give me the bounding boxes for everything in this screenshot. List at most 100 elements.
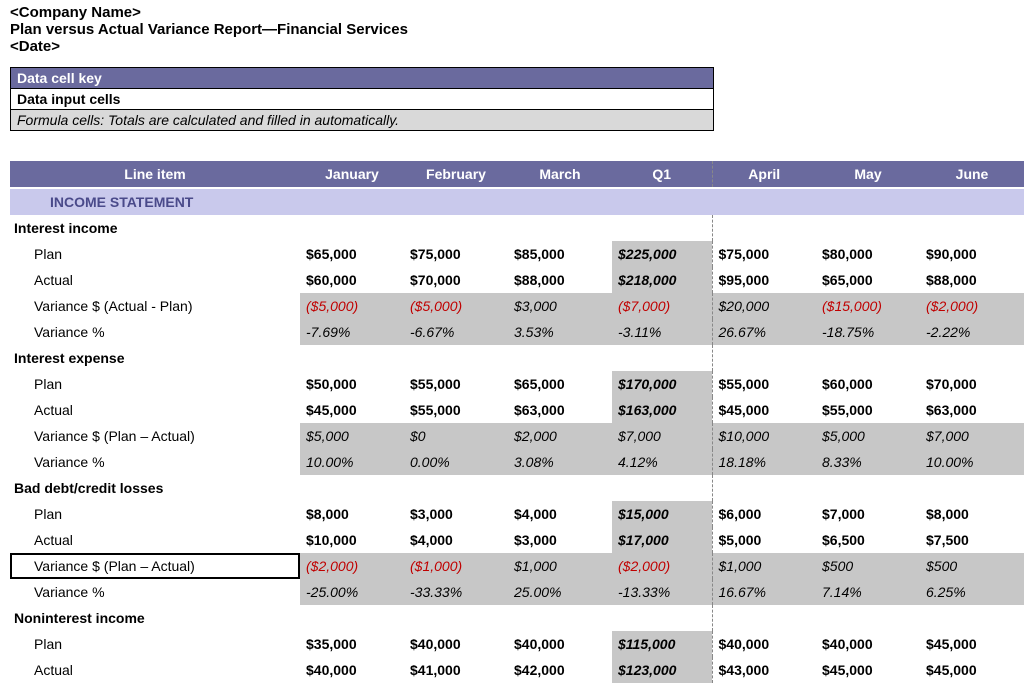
col-may[interactable]: May <box>816 161 920 188</box>
row-label[interactable]: Plan <box>10 501 300 527</box>
cell[interactable]: $17,000 <box>612 527 712 553</box>
group-title[interactable]: Interest income <box>10 215 300 241</box>
row-label[interactable]: Plan <box>10 371 300 397</box>
col-february[interactable]: February <box>404 161 508 188</box>
cell[interactable]: $45,000 <box>920 657 1024 683</box>
cell[interactable]: $3,000 <box>508 293 612 319</box>
cell[interactable]: $5,000 <box>712 527 816 553</box>
cell[interactable]: 10.00% <box>920 449 1024 475</box>
cell[interactable]: 10.00% <box>300 449 404 475</box>
cell-empty[interactable] <box>612 605 712 631</box>
row-label[interactable]: Actual <box>10 657 300 683</box>
cell[interactable]: $55,000 <box>712 371 816 397</box>
cell[interactable]: $85,000 <box>508 241 612 267</box>
cell[interactable]: -7.69% <box>300 319 404 345</box>
cell-empty[interactable] <box>612 475 712 501</box>
cell[interactable]: $170,000 <box>612 371 712 397</box>
cell[interactable]: ($2,000) <box>612 553 712 579</box>
cell[interactable]: $5,000 <box>816 423 920 449</box>
cell[interactable]: ($1,000) <box>404 553 508 579</box>
cell[interactable]: $10,000 <box>300 527 404 553</box>
cell[interactable]: 6.25% <box>920 579 1024 605</box>
cell[interactable]: $7,000 <box>612 423 712 449</box>
row-label[interactable]: Actual <box>10 397 300 423</box>
cell[interactable]: $90,000 <box>920 241 1024 267</box>
group-title[interactable]: Bad debt/credit losses <box>10 475 300 501</box>
col-june[interactable]: June <box>920 161 1024 188</box>
cell-empty[interactable] <box>508 345 612 371</box>
cell-empty[interactable] <box>612 345 712 371</box>
cell[interactable]: $70,000 <box>920 371 1024 397</box>
cell-empty[interactable] <box>300 475 404 501</box>
cell[interactable]: $41,000 <box>404 657 508 683</box>
cell[interactable]: $15,000 <box>612 501 712 527</box>
cell-empty[interactable] <box>508 475 612 501</box>
cell[interactable]: $75,000 <box>404 241 508 267</box>
cell-empty[interactable] <box>300 215 404 241</box>
cell-empty[interactable] <box>920 345 1024 371</box>
cell[interactable]: $1,000 <box>712 553 816 579</box>
cell[interactable]: -18.75% <box>816 319 920 345</box>
cell[interactable]: $45,000 <box>300 397 404 423</box>
cell[interactable]: $55,000 <box>404 397 508 423</box>
cell[interactable]: $218,000 <box>612 267 712 293</box>
cell-empty[interactable] <box>712 475 816 501</box>
cell[interactable]: $88,000 <box>920 267 1024 293</box>
cell-empty[interactable] <box>404 345 508 371</box>
cell[interactable]: -13.33% <box>612 579 712 605</box>
cell[interactable]: $500 <box>816 553 920 579</box>
cell[interactable]: $60,000 <box>300 267 404 293</box>
cell[interactable]: $75,000 <box>712 241 816 267</box>
cell[interactable]: 26.67% <box>712 319 816 345</box>
cell[interactable]: $70,000 <box>404 267 508 293</box>
cell[interactable]: ($5,000) <box>300 293 404 319</box>
cell[interactable]: 3.08% <box>508 449 612 475</box>
cell-empty[interactable] <box>712 345 816 371</box>
cell[interactable]: $20,000 <box>712 293 816 319</box>
row-label[interactable]: Variance $ (Actual - Plan) <box>10 293 300 319</box>
col-april[interactable]: April <box>712 161 816 188</box>
cell-empty[interactable] <box>404 215 508 241</box>
cell[interactable]: $0 <box>404 423 508 449</box>
cell[interactable]: $55,000 <box>404 371 508 397</box>
cell-empty[interactable] <box>404 605 508 631</box>
cell[interactable]: $45,000 <box>920 631 1024 657</box>
group-title[interactable]: Noninterest income <box>10 605 300 631</box>
cell[interactable]: $4,000 <box>508 501 612 527</box>
cell[interactable]: $40,000 <box>300 657 404 683</box>
cell-empty[interactable] <box>816 475 920 501</box>
cell[interactable]: 25.00% <box>508 579 612 605</box>
cell[interactable]: ($2,000) <box>920 293 1024 319</box>
cell-empty[interactable] <box>612 215 712 241</box>
row-label[interactable]: Variance % <box>10 319 300 345</box>
cell[interactable]: $80,000 <box>816 241 920 267</box>
cell[interactable]: ($7,000) <box>612 293 712 319</box>
cell[interactable]: $3,000 <box>508 527 612 553</box>
cell[interactable]: $65,000 <box>508 371 612 397</box>
cell[interactable]: $42,000 <box>508 657 612 683</box>
cell[interactable]: ($15,000) <box>816 293 920 319</box>
cell[interactable]: $50,000 <box>300 371 404 397</box>
cell[interactable]: $7,000 <box>816 501 920 527</box>
row-label[interactable]: Actual <box>10 267 300 293</box>
cell[interactable]: -2.22% <box>920 319 1024 345</box>
col-march[interactable]: March <box>508 161 612 188</box>
cell[interactable]: $45,000 <box>712 397 816 423</box>
cell[interactable]: $40,000 <box>816 631 920 657</box>
cell[interactable]: $115,000 <box>612 631 712 657</box>
cell[interactable]: 8.33% <box>816 449 920 475</box>
cell[interactable]: $8,000 <box>300 501 404 527</box>
cell[interactable]: -25.00% <box>300 579 404 605</box>
row-label[interactable]: Variance $ (Plan – Actual) <box>10 553 300 579</box>
cell[interactable]: $88,000 <box>508 267 612 293</box>
cell[interactable]: ($5,000) <box>404 293 508 319</box>
col-january[interactable]: January <box>300 161 404 188</box>
row-label[interactable]: Plan <box>10 241 300 267</box>
cell[interactable]: 0.00% <box>404 449 508 475</box>
cell-empty[interactable] <box>404 475 508 501</box>
cell[interactable]: $1,000 <box>508 553 612 579</box>
cell[interactable]: $163,000 <box>612 397 712 423</box>
cell[interactable]: $55,000 <box>816 397 920 423</box>
cell[interactable]: $40,000 <box>712 631 816 657</box>
cell[interactable]: $2,000 <box>508 423 612 449</box>
